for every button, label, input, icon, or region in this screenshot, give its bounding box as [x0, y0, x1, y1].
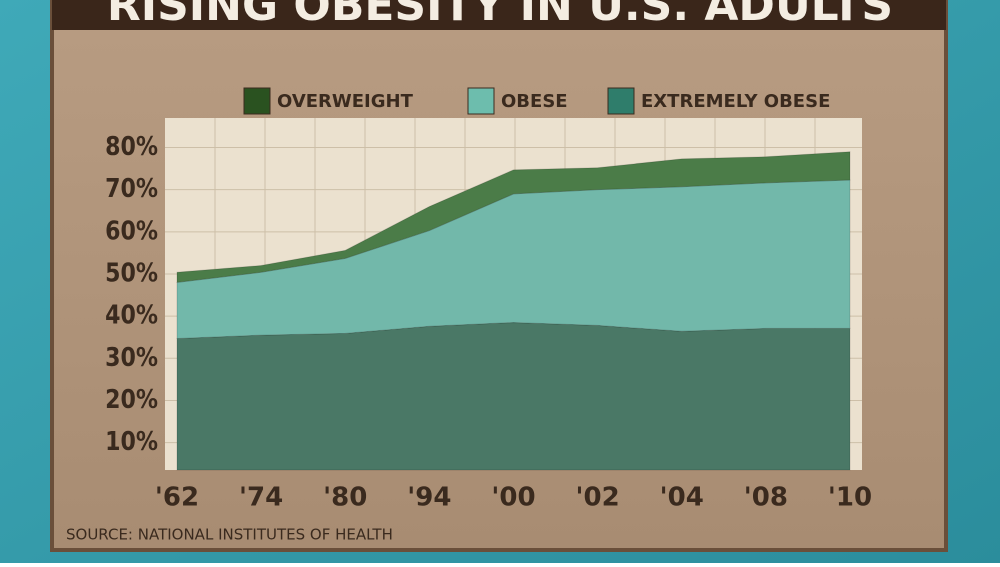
y-tick-label: 60%: [105, 216, 158, 246]
chart-title: RISING OBESITY IN U.S. ADULTS: [107, 0, 893, 31]
x-tick-label: '02: [576, 483, 620, 513]
x-tick-label: '74: [239, 483, 283, 513]
y-tick-label: 70%: [105, 174, 158, 204]
x-tick-label: '62: [155, 483, 199, 513]
x-tick-label: '04: [660, 483, 704, 513]
source: SOURCE: NATIONAL INSTITUTES OF HEALTH: [66, 526, 393, 544]
legend-label: OBESE: [501, 91, 568, 112]
title-bar: [52, 0, 946, 30]
x-tick-label: '08: [744, 483, 788, 513]
y-tick-label: 80%: [105, 131, 158, 161]
y-tick-label: 20%: [105, 384, 158, 414]
area: [176, 321, 851, 471]
y-tick-label: 40%: [105, 300, 158, 330]
area: [176, 179, 851, 339]
area: [176, 151, 851, 283]
x-tick-label: '80: [323, 483, 367, 513]
x-tick-label: '10: [828, 483, 872, 513]
legend-swatch: [467, 87, 495, 115]
legend-label: EXTREMELY OBESE: [641, 91, 830, 112]
x-tick-label: '00: [491, 483, 535, 513]
y-tick-label: 30%: [105, 342, 158, 372]
legend-label: OVERWEIGHT: [277, 91, 414, 112]
x-tick-label: '94: [407, 483, 451, 513]
y-tick-label: 50%: [105, 258, 158, 288]
y-tick-label: 10%: [105, 426, 158, 456]
legend-swatch: [607, 87, 635, 115]
legend-swatch: [243, 87, 271, 115]
